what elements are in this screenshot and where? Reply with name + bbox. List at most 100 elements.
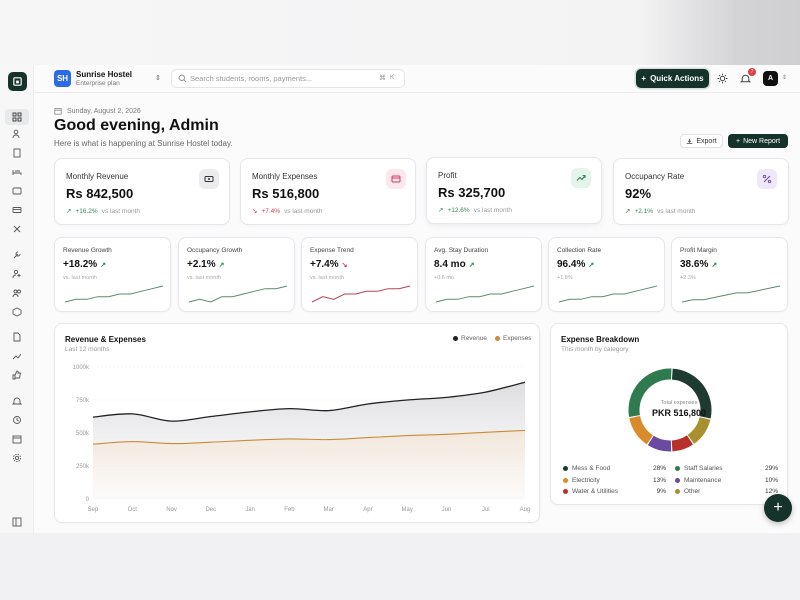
page-title: Good evening, Admin <box>54 117 219 134</box>
legend-item-expenses[interactable]: Expenses <box>495 335 532 342</box>
chevron-updown-icon[interactable]: ⇕ <box>155 75 161 82</box>
sparkline <box>435 285 535 303</box>
metric-card-revenue-growth[interactable]: Revenue Growth +18.2% ↗ vs. last month <box>54 237 171 312</box>
metric-value: +2.1% ↗ <box>187 259 225 270</box>
avatar[interactable]: A <box>763 71 778 86</box>
chart-subtitle: Last 12 months <box>65 346 110 353</box>
bell-icon[interactable] <box>11 395 23 407</box>
trend-icon[interactable] <box>11 350 23 362</box>
shortcut-key-k: K <box>390 74 395 81</box>
card-icon <box>386 169 406 189</box>
expense-breakdown-card: Expense Breakdown This month by category… <box>550 323 788 505</box>
x-tick-label: May <box>402 507 413 513</box>
tools-icon[interactable] <box>11 223 23 235</box>
donut-slice-other[interactable] <box>687 417 711 444</box>
legend-pct: 29% <box>764 465 778 472</box>
legend-pct: 28% <box>652 465 666 472</box>
metric-sub: +1.8% <box>557 275 573 281</box>
stat-card-occupancy[interactable]: Occupancy Rate 92% ↗ +2.1% vs last month <box>613 158 789 225</box>
donut-slice-water-utilities[interactable] <box>671 435 694 452</box>
document-icon[interactable] <box>11 331 23 343</box>
metric-card-avg-stay[interactable]: Avg. Stay Duration 8.4 mo ↗ +0.6 mo <box>425 237 542 312</box>
users-icon[interactable] <box>11 128 23 140</box>
plus-icon: + <box>641 74 647 83</box>
backdrop-top <box>0 0 800 65</box>
add-fab-button[interactable]: + <box>764 494 792 522</box>
card-icon[interactable] <box>11 204 23 216</box>
app-logo[interactable] <box>8 72 27 91</box>
x-tick-label: Jun <box>442 507 452 513</box>
revenue-expenses-card: Revenue & Expenses Last 12 months Revenu… <box>54 323 540 523</box>
team-icon[interactable] <box>11 287 23 299</box>
stat-vs: vs last month <box>657 207 696 215</box>
sparkline <box>558 285 658 303</box>
search-input[interactable] <box>190 72 360 85</box>
y-tick-label: 500k <box>76 431 90 437</box>
legend-item-mess-food: Mess & Food <box>563 465 610 472</box>
stat-card-expenses[interactable]: Monthly Expenses Rs 516,800 ↘ +7.4% vs las… <box>240 158 416 225</box>
metric-card-occupancy-growth[interactable]: Occupancy Growth +2.1% ↗ vs. last month <box>178 237 295 312</box>
sparkline <box>188 285 288 303</box>
donut-slice-maintenance[interactable] <box>647 435 672 452</box>
building-icon[interactable] <box>11 147 23 159</box>
bell-icon[interactable] <box>740 73 751 84</box>
legend-label: Other <box>684 488 701 495</box>
export-label: Export <box>696 137 717 145</box>
backdrop-bottom <box>0 533 800 600</box>
series-line-expenses[interactable] <box>92 429 526 445</box>
history-icon[interactable] <box>11 414 23 426</box>
settings-icon[interactable] <box>11 452 23 464</box>
stat-card-revenue[interactable]: Monthly Revenue Rs 842,500 ↗ +16.2% vs las… <box>54 158 230 225</box>
wallet-icon[interactable] <box>11 185 23 197</box>
series-area-expenses <box>93 430 525 499</box>
box-icon[interactable] <box>11 306 23 318</box>
legend-dot <box>453 336 458 341</box>
org-badge[interactable]: SH <box>54 70 71 87</box>
chart-subtitle: This month by category <box>561 346 629 353</box>
grid-icon[interactable] <box>5 109 29 125</box>
series-line-revenue[interactable] <box>92 381 526 422</box>
x-tick-label: Sep <box>88 507 99 513</box>
org-name[interactable]: Sunrise Hostel <box>76 70 133 79</box>
quick-actions-button[interactable]: + Quick Actions <box>636 69 709 88</box>
metric-sub: vs. last month <box>187 275 221 281</box>
y-tick-label: 250k <box>76 464 90 470</box>
bed-icon[interactable] <box>11 166 23 178</box>
donut-slice-staff-salaries[interactable] <box>628 368 672 417</box>
legend-item-maintenance: Maintenance <box>675 477 721 484</box>
metric-sub: vs. last month <box>310 275 344 281</box>
donut-slice-electricity[interactable] <box>629 416 653 445</box>
new-report-button[interactable]: + New Report <box>728 134 788 148</box>
user-plus-icon[interactable] <box>11 268 23 280</box>
legend-pct: 13% <box>652 477 666 484</box>
legend-label: Expenses <box>503 335 532 342</box>
quick-actions-label: Quick Actions <box>650 74 704 83</box>
chevron-updown-icon[interactable]: ⇕ <box>782 75 788 81</box>
y-tick-label: 750k <box>76 398 90 404</box>
metric-card-expense-trend[interactable]: Expense Trend +7.4% ↘ vs. last month <box>301 237 418 312</box>
metric-value-text: 8.4 mo <box>434 259 466 270</box>
metric-card-profit-margin[interactable]: Profit Margin 38.6% ↗ +2.3% <box>671 237 788 312</box>
chart-title: Revenue & Expenses <box>65 335 146 344</box>
stat-delta-value: +7.4% <box>261 207 281 215</box>
plus-icon: + <box>735 137 741 145</box>
export-button[interactable]: Export <box>680 134 723 148</box>
metric-value-text: +2.1% <box>187 259 216 270</box>
stat-vs: vs last month <box>101 207 140 215</box>
calendar-icon[interactable] <box>11 433 23 445</box>
wrench-icon[interactable] <box>11 249 23 261</box>
donut-slice-mess-food[interactable] <box>671 368 712 419</box>
metric-card-collection-rate[interactable]: Collection Rate 96.4% ↗ +1.8% <box>548 237 665 312</box>
legend-item-revenue[interactable]: Revenue <box>453 335 487 342</box>
org-plan: Enterprise plan <box>76 80 120 87</box>
x-tick-label: Apr <box>363 507 372 513</box>
legend-label: Staff Salaries <box>684 465 723 472</box>
collapse-icon[interactable] <box>11 516 23 528</box>
thumb-icon[interactable] <box>11 369 23 381</box>
search-box[interactable]: ⌘ K <box>171 69 405 88</box>
sun-icon[interactable] <box>717 73 728 84</box>
metric-value: +18.2% ↗ <box>63 259 107 270</box>
stat-card-profit[interactable]: Profit Rs 325,700 ↗ +12.6% vs last month <box>426 157 602 224</box>
stat-delta: ↗ +2.1% vs last month <box>625 207 696 216</box>
metric-value-text: +7.4% <box>310 259 339 270</box>
